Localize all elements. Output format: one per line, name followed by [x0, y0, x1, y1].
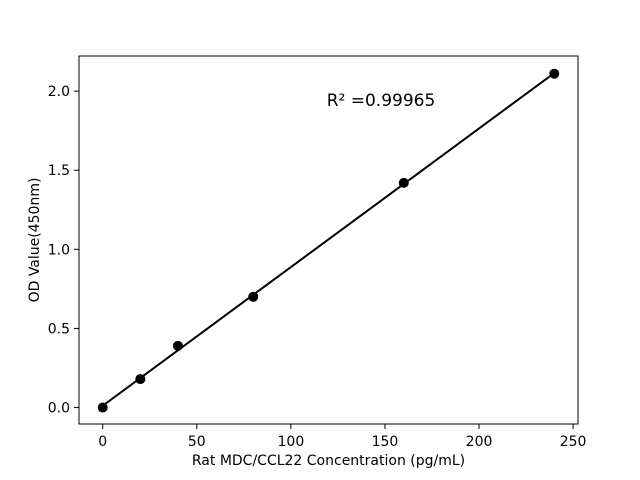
- x-tick-label: 200: [466, 434, 493, 450]
- fit-line: [102, 72, 555, 407]
- y-axis-label: OD Value(450nm): [27, 177, 43, 303]
- data-point: [549, 68, 560, 79]
- y-tick-label: 2.0: [48, 84, 70, 100]
- plot-box: [78, 55, 579, 425]
- y-tick-label: 0.5: [48, 321, 70, 337]
- x-tick-label: 250: [560, 434, 587, 450]
- y-tick-label: 1.0: [48, 242, 70, 258]
- data-point: [172, 340, 183, 351]
- data-point: [248, 291, 259, 302]
- x-axis-label: Rat MDC/CCL22 Concentration (pg/mL): [191, 453, 466, 469]
- x-tick-label: 150: [372, 434, 399, 450]
- x-tick-label: 50: [188, 434, 206, 450]
- data-point: [135, 374, 146, 385]
- x-tick-label: 100: [278, 434, 305, 450]
- data-point: [97, 402, 108, 413]
- r-squared-annotation: R² =0.99965: [326, 91, 436, 111]
- y-tick-label: 1.5: [48, 163, 70, 179]
- data-point: [398, 177, 409, 188]
- x-tick-label: 0: [98, 434, 107, 450]
- y-tick-label: 0.0: [48, 401, 70, 417]
